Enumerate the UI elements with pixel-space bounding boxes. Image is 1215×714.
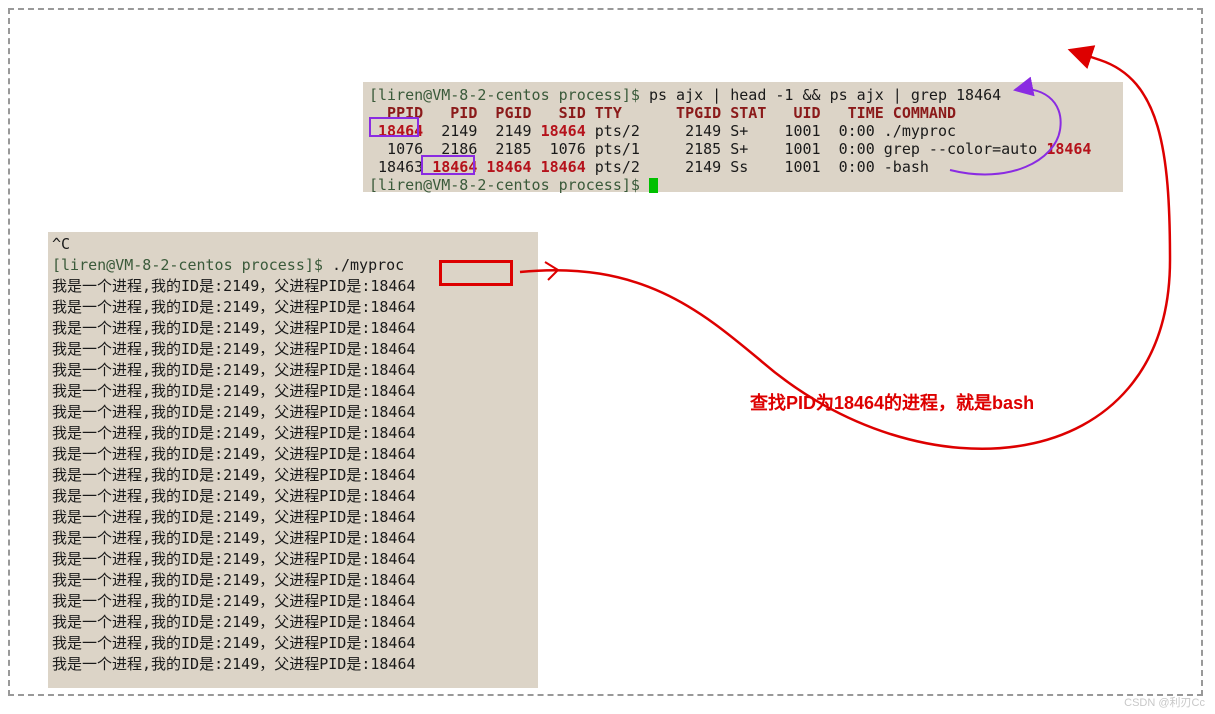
output-line: 我是一个进程,我的ID是:2149，父进程PID是:18464: [52, 465, 534, 486]
annotation-text: 查找PID为18464的进程，就是bash: [750, 389, 1034, 415]
output-line: 我是一个进程,我的ID是:2149，父进程PID是:18464: [52, 507, 534, 528]
output-line: 我是一个进程,我的ID是:2149，父进程PID是:18464: [52, 402, 534, 423]
output-line: 我是一个进程,我的ID是:2149，父进程PID是:18464: [52, 339, 534, 360]
bottom-terminal: ^C[liren@VM-8-2-centos process]$ ./mypro…: [48, 232, 538, 688]
output-line: 我是一个进程,我的ID是:2149，父进程PID是:18464: [52, 570, 534, 591]
output-line: 我是一个进程,我的ID是:2149，父进程PID是:18464: [52, 528, 534, 549]
output-line: 我是一个进程,我的ID是:2149，父进程PID是:18464: [52, 297, 534, 318]
output-line: 我是一个进程,我的ID是:2149，父进程PID是:18464: [52, 612, 534, 633]
output-line: 我是一个进程,我的ID是:2149，父进程PID是:18464: [52, 381, 534, 402]
output-line: 我是一个进程,我的ID是:2149，父进程PID是:18464: [52, 360, 534, 381]
output-line: 我是一个进程,我的ID是:2149，父进程PID是:18464: [52, 633, 534, 654]
output-line: 我是一个进程,我的ID是:2149，父进程PID是:18464: [52, 591, 534, 612]
output-line: 我是一个进程,我的ID是:2149，父进程PID是:18464: [52, 444, 534, 465]
output-line: 我是一个进程,我的ID是:2149，父进程PID是:18464: [52, 423, 534, 444]
output-line: 我是一个进程,我的ID是:2149，父进程PID是:18464: [52, 486, 534, 507]
watermark: CSDN @利刃Cc: [1124, 694, 1205, 710]
output-line: 我是一个进程,我的ID是:2149，父进程PID是:18464: [52, 654, 534, 675]
ctrl-c-line: ^C: [52, 234, 534, 255]
output-line: 我是一个进程,我的ID是:2149，父进程PID是:18464: [52, 276, 534, 297]
output-line: 我是一个进程,我的ID是:2149，父进程PID是:18464: [52, 318, 534, 339]
top-terminal: [liren@VM-8-2-centos process]$ ps ajx | …: [363, 82, 1123, 192]
prompt-line: [liren@VM-8-2-centos process]$ ./myproc: [52, 255, 534, 276]
output-line: 我是一个进程,我的ID是:2149，父进程PID是:18464: [52, 549, 534, 570]
